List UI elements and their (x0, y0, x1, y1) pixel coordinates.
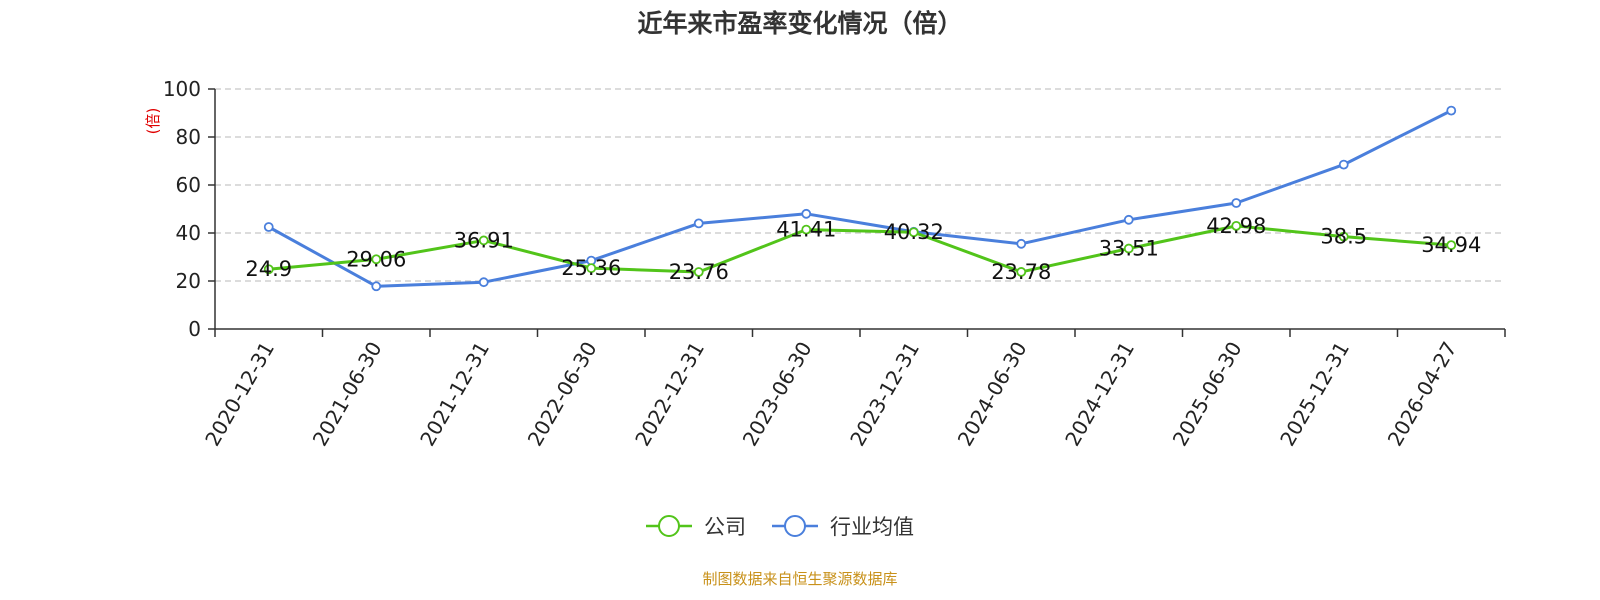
x-tick-label: 2023-12-31 (845, 338, 924, 451)
data-point (801, 208, 812, 219)
data-label: 36.91 (454, 228, 514, 252)
data-point (1446, 105, 1457, 116)
y-tick-label: 20 (176, 269, 201, 293)
y-tick-label: 0 (188, 317, 201, 341)
data-point (1446, 240, 1457, 251)
data-point (263, 222, 274, 232)
data-point (478, 235, 489, 246)
legend-marker (658, 515, 680, 537)
x-tick-label: 2024-06-30 (953, 338, 1032, 451)
y-tick-label: 80 (176, 125, 201, 149)
series-line-1 (268, 109, 1452, 288)
data-point (801, 224, 812, 235)
source-note: 制图数据来自恒生聚源数据库 (702, 570, 898, 588)
legend-item-0: 公司 (646, 515, 746, 539)
legend: 公司 行业均值 (646, 515, 914, 539)
x-tick-label: 2022-06-30 (523, 338, 602, 451)
data-point (263, 264, 274, 275)
x-tick-label: 2024-12-31 (1060, 338, 1139, 451)
y-tick-label: 100 (163, 77, 201, 101)
data-point (1338, 231, 1349, 242)
x-tick-label: 2025-12-31 (1275, 338, 1354, 451)
x-tick-label: 2022-12-31 (630, 338, 709, 451)
legend-marker (784, 515, 806, 537)
series-lines (263, 105, 1457, 292)
data-point (693, 267, 704, 277)
data-labels: 24.9 29.06 36.91 25.36 23.76 41.41 40.32 23.78 3… (245, 214, 1481, 284)
data-point (908, 227, 919, 238)
data-point (1016, 238, 1027, 249)
data-label: 41.41 (776, 218, 836, 242)
legend-label: 行业均值 (830, 515, 914, 539)
data-point (478, 277, 489, 288)
data-label: 23.76 (669, 260, 729, 284)
x-tick-label: 2025-06-30 (1168, 338, 1247, 451)
data-label: 34.94 (1421, 233, 1481, 257)
data-label: 42.98 (1206, 214, 1266, 238)
data-point (586, 263, 597, 274)
data-label: 33.51 (1099, 237, 1159, 261)
data-point (371, 281, 382, 292)
data-point (1016, 267, 1027, 277)
y-tick-label: 60 (176, 173, 201, 197)
data-label: 24.9 (245, 257, 292, 281)
legend-label: 公司 (704, 515, 746, 539)
data-point (1231, 198, 1242, 208)
data-label: 25.36 (561, 256, 621, 280)
data-point (1231, 220, 1242, 231)
y-tick-label: 40 (176, 221, 201, 245)
data-label: 38.5 (1320, 225, 1367, 249)
legend-item-1: 行业均值 (772, 515, 914, 539)
data-point (1338, 159, 1349, 170)
y-axis-label: (倍) (144, 108, 162, 135)
x-tick-label: 2021-06-30 (308, 338, 387, 451)
x-tick-label: 2021-12-31 (415, 338, 494, 451)
series-line-0 (268, 224, 1452, 274)
data-label: 23.78 (991, 260, 1051, 284)
x-tick-label: 2026-04-27 (1383, 338, 1462, 451)
data-label: 29.06 (346, 247, 406, 271)
x-tick-label: 2023-06-30 (738, 338, 817, 451)
data-point (1123, 243, 1134, 254)
data-point (1123, 214, 1134, 225)
data-point (371, 254, 382, 265)
data-label: 40.32 (884, 220, 944, 244)
data-point (693, 218, 704, 229)
chart-title: 近年来市盈率变化情况（倍） (637, 9, 963, 38)
x-tick-label: 2020-12-31 (200, 338, 279, 451)
